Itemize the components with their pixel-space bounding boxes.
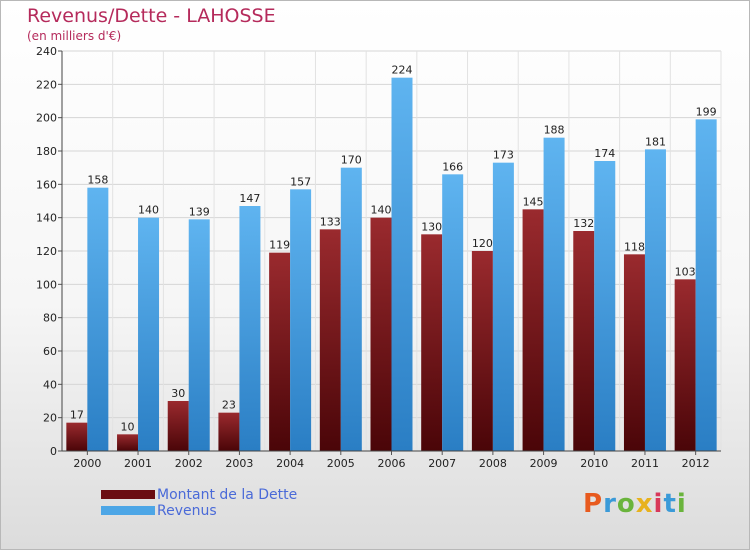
x-tick-label: 2007 xyxy=(428,457,456,470)
bar-dette xyxy=(370,217,392,451)
x-tick-label: 2000 xyxy=(73,457,101,470)
logo-letter: i xyxy=(676,489,687,519)
bar-dette xyxy=(421,234,443,451)
bar-revenus xyxy=(239,206,261,451)
y-tick-label: 120 xyxy=(36,245,57,258)
y-tick-label: 100 xyxy=(36,278,57,291)
data-label-dette: 132 xyxy=(573,217,594,230)
chart-subtitle: (en milliers d'€) xyxy=(27,29,122,43)
y-tick-label: 220 xyxy=(36,78,57,91)
data-label-revenus: 140 xyxy=(138,204,159,217)
data-label-revenus: 147 xyxy=(239,192,260,205)
logo-letter: P xyxy=(583,489,604,519)
data-label-dette: 120 xyxy=(472,237,493,250)
bar-revenus xyxy=(695,119,717,451)
bar-dette xyxy=(674,279,696,451)
data-label-revenus: 157 xyxy=(290,175,311,188)
x-axis: 2000 2001 2002 2003 2004 2005 2006 2007 2008 2009… xyxy=(62,450,721,470)
logo-letter: r xyxy=(603,489,617,519)
bar-revenus xyxy=(87,187,109,451)
bar-dette xyxy=(522,209,544,451)
proxiti-logo: Proxiti xyxy=(583,489,687,519)
data-label-dette: 118 xyxy=(624,240,645,253)
bar-revenus xyxy=(543,137,565,451)
data-label-revenus: 166 xyxy=(442,160,463,173)
x-tick-label: 2011 xyxy=(631,457,659,470)
bar-revenus xyxy=(138,217,160,451)
bars-group xyxy=(66,77,717,452)
bar-dette xyxy=(269,252,291,451)
y-tick-label: 240 xyxy=(36,45,57,58)
x-tick-label: 2010 xyxy=(580,457,608,470)
y-tick-label: 180 xyxy=(36,145,57,158)
legend-swatch-revenus xyxy=(101,506,155,515)
bar-dette xyxy=(117,434,139,451)
data-label-revenus: 139 xyxy=(189,205,210,218)
y-tick-label: 0 xyxy=(50,445,57,458)
x-tick-label: 2002 xyxy=(175,457,203,470)
data-label-revenus: 224 xyxy=(392,64,413,77)
legend-swatch-dette xyxy=(101,490,155,499)
x-tick-label: 2003 xyxy=(225,457,253,470)
data-label-revenus: 174 xyxy=(594,147,615,160)
x-tick-label: 2009 xyxy=(530,457,558,470)
bar-dette xyxy=(167,401,189,451)
x-tick-label: 2004 xyxy=(276,457,304,470)
y-tick-label: 200 xyxy=(36,112,57,125)
bar-revenus xyxy=(594,161,616,451)
y-tick-label: 160 xyxy=(36,178,57,191)
bar-revenus xyxy=(340,167,362,451)
y-tick-label: 40 xyxy=(43,378,57,391)
data-labels: 17 158 10 140 30 139 23 147 119 157 133 170 140 224 13… xyxy=(70,64,717,434)
bar-revenus xyxy=(644,149,666,452)
legend-label-dette: Montant de la Dette xyxy=(157,487,298,503)
bar-revenus xyxy=(442,174,464,452)
x-tick-label: 2012 xyxy=(682,457,710,470)
bar-dette xyxy=(319,229,341,451)
bar-dette xyxy=(623,254,645,451)
data-label-revenus: 188 xyxy=(544,124,565,137)
data-label-dette: 130 xyxy=(421,220,442,233)
data-label-dette: 103 xyxy=(675,265,696,278)
logo-letter: t xyxy=(663,489,677,519)
data-label-dette: 30 xyxy=(171,387,185,400)
x-tick-label: 2008 xyxy=(479,457,507,470)
x-tick-label: 2001 xyxy=(124,457,152,470)
data-label-dette: 17 xyxy=(70,409,84,422)
chart-title: Revenus/Dette - LAHOSSE xyxy=(27,5,276,27)
bar-dette xyxy=(66,422,88,451)
legend-label-revenus: Revenus xyxy=(157,503,217,519)
x-tick-label: 2006 xyxy=(378,457,406,470)
data-label-dette: 133 xyxy=(320,215,341,228)
bar-dette xyxy=(218,412,240,451)
data-label-dette: 10 xyxy=(121,420,135,433)
y-tick-label: 140 xyxy=(36,212,57,225)
bar-revenus xyxy=(492,162,514,451)
data-label-dette: 140 xyxy=(371,204,392,217)
logo-letter: x xyxy=(635,489,654,519)
data-label-dette: 145 xyxy=(523,195,544,208)
x-tick-label: 2005 xyxy=(327,457,355,470)
data-label-revenus: 181 xyxy=(645,135,666,148)
data-label-revenus: 173 xyxy=(493,149,514,162)
y-axis: 0 20 40 60 80 100 120 140 160 180 200 220 240 xyxy=(36,45,63,458)
bar-revenus xyxy=(188,219,210,451)
logo-letter: o xyxy=(616,489,636,519)
data-label-revenus: 199 xyxy=(696,105,717,118)
bar-revenus xyxy=(391,77,413,452)
bar-revenus xyxy=(290,189,312,452)
data-label-dette: 119 xyxy=(269,239,290,252)
data-label-dette: 23 xyxy=(222,399,236,412)
bar-dette xyxy=(471,251,493,451)
bar-dette xyxy=(573,231,595,451)
y-tick-label: 80 xyxy=(43,312,57,325)
data-label-revenus: 170 xyxy=(341,154,362,167)
y-tick-label: 20 xyxy=(43,412,57,425)
logo-letter: i xyxy=(653,489,664,519)
data-label-revenus: 158 xyxy=(87,174,108,187)
y-tick-label: 60 xyxy=(43,345,57,358)
